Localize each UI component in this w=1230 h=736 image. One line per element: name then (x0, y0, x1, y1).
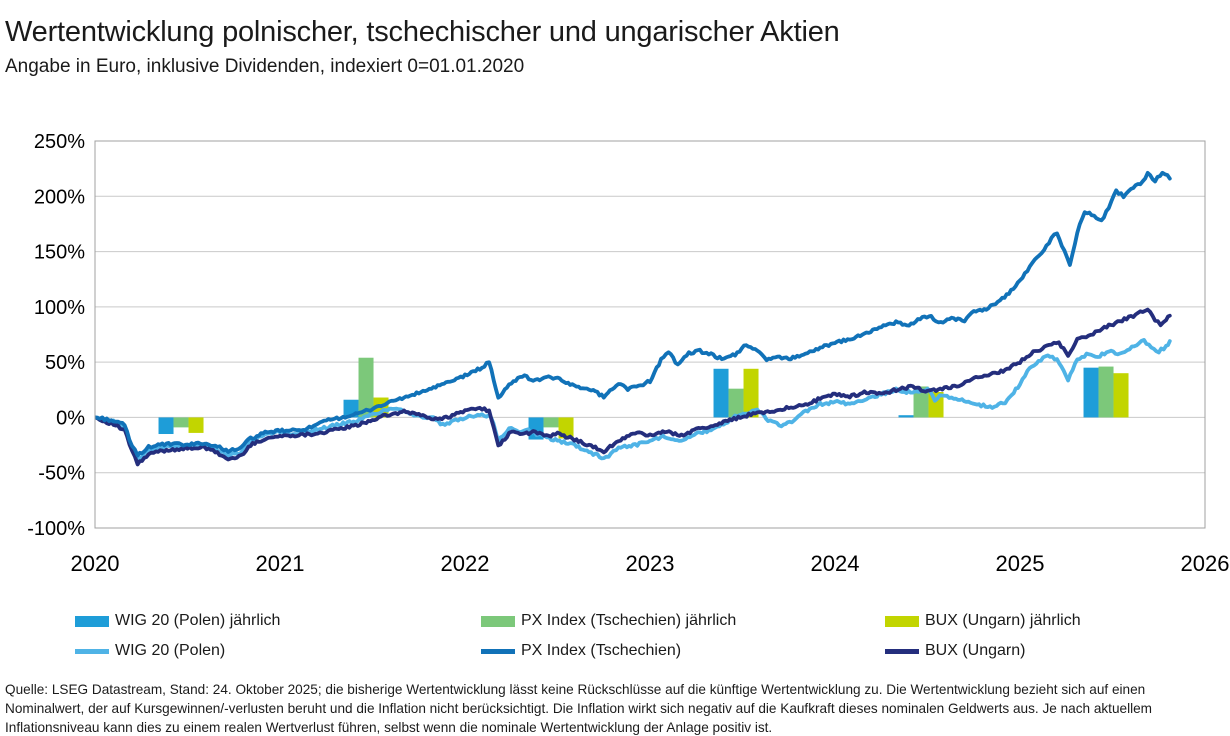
bar-PX Index (Tschechien) jährlich (543, 417, 559, 428)
bar-WIG 20 (Polen) jährlich (1083, 367, 1099, 418)
legend-label: PX Index (Tschechien) jährlich (521, 612, 737, 629)
bar-PX Index (Tschechien) jährlich (913, 386, 929, 418)
legend-label: WIG 20 (Polen) jährlich (115, 612, 281, 629)
plot-border (94, 140, 1206, 529)
bar-PX Index (Tschechien) jährlich (1098, 366, 1114, 418)
legend-line-swatch (481, 648, 515, 654)
chart-svg: 250% 200% 150% 100% 50% 0% -50% -100% 2020 2021 20… (27, 131, 1230, 576)
bar-PX Index (Tschechien) jährlich (358, 357, 374, 418)
y-tick-label: 250% (34, 131, 85, 153)
legend-item: PX Index (Tschechien) (481, 640, 681, 662)
x-tick-label: 2023 (626, 551, 675, 576)
y-tick-label: 0% (56, 407, 85, 429)
legend-item: BUX (Ungarn) jährlich (885, 610, 1081, 632)
legend-label: PX Index (Tschechien) (521, 642, 682, 659)
legend-item: PX Index (Tschechien) jährlich (481, 610, 736, 632)
bar-BUX (Ungarn) jährlich (743, 368, 759, 418)
x-tick-label: 2022 (441, 551, 490, 576)
legend-row: WIG 20 (Polen) PX Index (Tschechien) BUX (… (0, 640, 1230, 662)
legend-row: WIG 20 (Polen) jährlich PX Index (Tschech… (0, 610, 1230, 632)
x-tick-label: 2020 (71, 551, 120, 576)
y-tick-label: 50% (45, 352, 85, 374)
line-PX Index (Tschechien) (95, 170, 1172, 458)
y-tick-label: -50% (38, 463, 85, 485)
legend-label: WIG 20 (Polen) (115, 642, 226, 659)
bar-WIG 20 (Polen) jährlich (898, 415, 914, 418)
x-tick-label: 2026 (1181, 551, 1230, 576)
y-tick-label: 100% (34, 297, 85, 319)
y-tick-label: 200% (34, 186, 85, 208)
bar-PX Index (Tschechien) jährlich (173, 417, 189, 428)
line-BUX (Ungarn) (95, 307, 1172, 467)
x-tick-label: 2025 (996, 551, 1045, 576)
chart-legend: WIG 20 (Polen) jährlich PX Index (Tschech… (0, 610, 1230, 672)
legend-item: WIG 20 (Polen) jährlich (75, 610, 280, 632)
page-title: Wertentwicklung polnischer, tschechische… (5, 16, 840, 48)
legend-item: BUX (Ungarn) (885, 640, 1025, 662)
x-tick-label: 2024 (811, 551, 860, 576)
x-tick-label: 2021 (256, 551, 305, 576)
chart-area: 250% 200% 150% 100% 50% 0% -50% -100% 2020 2021 20… (27, 131, 1230, 576)
page-subtitle: Angabe in Euro, inklusive Dividenden, in… (5, 56, 525, 77)
bar-PX Index (Tschechien) jährlich (728, 388, 744, 418)
y-tick-label: 150% (34, 242, 85, 264)
source-note: Quelle: LSEG Datastream, Stand: 24. Okto… (5, 682, 1153, 735)
y-tick-label: -100% (27, 518, 85, 540)
bar-WIG 20 (Polen) jährlich (158, 417, 174, 435)
legend-line-swatch (75, 648, 109, 654)
legend-label: BUX (Ungarn) jährlich (925, 612, 1081, 629)
legend-bar-swatch (885, 615, 919, 627)
legend-item: WIG 20 (Polen) (75, 640, 225, 662)
bar-BUX (Ungarn) jährlich (188, 417, 204, 433)
legend-bar-swatch (75, 615, 109, 627)
legend-line-swatch (885, 648, 919, 654)
bar-BUX (Ungarn) jährlich (1113, 373, 1129, 418)
legend-bar-swatch (481, 615, 515, 627)
legend-label: BUX (Ungarn) (925, 642, 1026, 659)
bar-WIG 20 (Polen) jährlich (713, 368, 729, 418)
